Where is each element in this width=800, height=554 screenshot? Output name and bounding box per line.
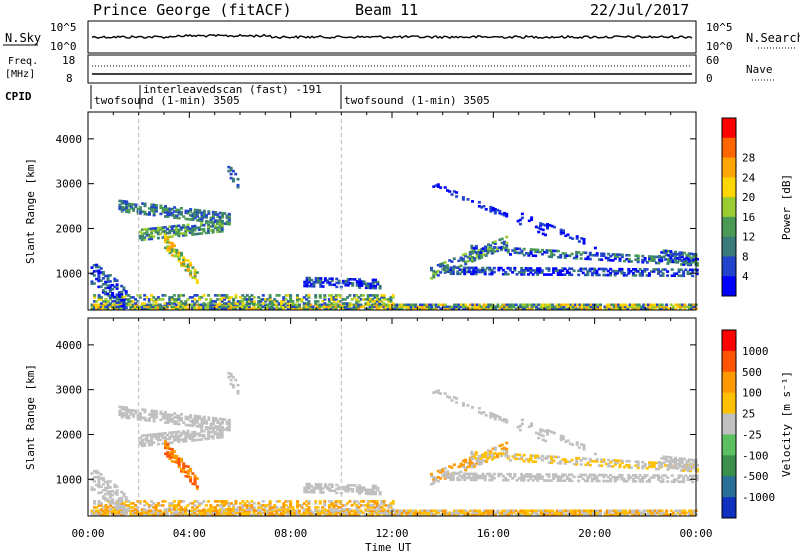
- y-tick-label: 3000: [56, 384, 83, 397]
- colorbar-tick: 25: [742, 408, 755, 421]
- x-tick-label: 08:00: [274, 527, 307, 540]
- cpid-label: CPID: [5, 90, 32, 103]
- noise-right-tick-bottom: 10^0: [706, 40, 733, 53]
- colorbar-tick: 500: [742, 366, 762, 379]
- noise-sky-trace: [91, 33, 693, 40]
- y-tick-label: 4000: [56, 339, 83, 352]
- cpid-segment-2: interleavedscan (fast) -191: [143, 83, 322, 96]
- y-axis-label: Slant Range [km]: [24, 364, 37, 470]
- colorbar-label: Velocity [m s⁻¹]: [780, 371, 793, 477]
- y-tick-label: 1000: [56, 473, 83, 486]
- nave-tick-top: 60: [706, 54, 719, 67]
- colorbar-tick: 12: [742, 231, 755, 244]
- colorbar-tick: -1000: [742, 491, 775, 504]
- noise-left-tick-top: 10^5: [50, 21, 77, 34]
- noise-left-label: N.Sky: [5, 31, 41, 45]
- colorbar-tick: -500: [742, 470, 769, 483]
- beam-label: Beam 11: [355, 1, 418, 19]
- freq-tick-bottom: 8: [66, 72, 73, 85]
- colorbar-tick: -100: [742, 449, 769, 462]
- y-tick-label: 2000: [56, 428, 83, 441]
- x-tick-label: 00:00: [679, 527, 712, 540]
- velocity-panel: [87, 317, 699, 517]
- colorbar-tick: 4: [742, 270, 749, 283]
- x-axis-label: Time UT: [365, 541, 412, 554]
- plot-title: Prince George (fitACF): [93, 1, 292, 19]
- colorbar-label: Power [dB]: [780, 174, 793, 240]
- nave-label: Nave: [746, 63, 773, 76]
- noise-right-label: N.Search: [746, 31, 800, 45]
- colorbar-tick: 100: [742, 387, 762, 400]
- freq-label-2: [MHz]: [5, 69, 35, 80]
- freq-panel-frame: [87, 54, 697, 84]
- velocity-colorbar: 1000 500 100 25 -25 -100 -500 -1000 Velocity [m …: [721, 329, 793, 519]
- freq-tick-top: 18: [62, 54, 75, 67]
- x-tick-label: 16:00: [477, 527, 510, 540]
- colorbar-tick: 16: [742, 211, 755, 224]
- colorbar-tick: -25: [742, 428, 762, 441]
- power-colorbar: 4 8 12 16 20 24 28 Power [dB]: [721, 117, 793, 297]
- x-tick-label: 12:00: [375, 527, 408, 540]
- date-label: 22/Jul/2017: [590, 1, 689, 19]
- y-tick-label: 4000: [56, 133, 83, 146]
- cpid-segment-1: twofsound (1-min) 3505: [94, 94, 240, 107]
- nave-tick-bottom: 0: [706, 72, 713, 85]
- x-tick-label: 04:00: [173, 527, 206, 540]
- freq-label-1: Freq.: [8, 56, 38, 67]
- x-tick-label: 00:00: [71, 527, 104, 540]
- noise-left-tick-bottom: 10^0: [50, 40, 77, 53]
- y-tick-label: 2000: [56, 222, 83, 235]
- colorbar-tick: 20: [742, 191, 755, 204]
- noise-right-tick-top: 10^5: [706, 21, 733, 34]
- y-axis-label: Slant Range [km]: [24, 158, 37, 264]
- power-panel: [87, 111, 699, 311]
- y-tick-label: 1000: [56, 267, 83, 280]
- cpid-segment-3: twofsound (1-min) 3505: [344, 94, 490, 107]
- colorbar-tick: 8: [742, 250, 749, 263]
- y-tick-label: 3000: [56, 178, 83, 191]
- colorbar-tick: 1000: [742, 345, 769, 358]
- colorbar-tick: 28: [742, 152, 755, 165]
- x-tick-label: 20:00: [578, 527, 611, 540]
- colorbar-tick: 24: [742, 171, 756, 184]
- noise-panel-frame: [87, 20, 697, 54]
